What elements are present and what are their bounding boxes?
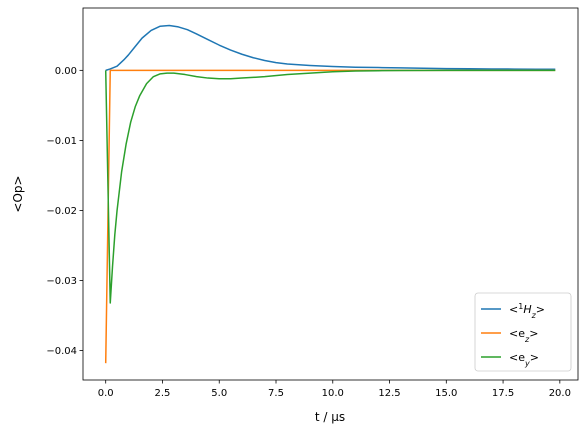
x-tick-label: 7.5	[268, 388, 284, 399]
legend-label-3: <ey>	[509, 351, 539, 368]
series-layer	[104, 24, 556, 364]
legend-label-1: <1Hz>	[509, 302, 545, 320]
x-ticks: 0.0 2.5 5.0 7.5 10.0 12.5 15.0 17.5 20.0	[98, 380, 571, 399]
axes-frame	[82, 7, 579, 381]
y-tick-label: −0.02	[46, 206, 77, 217]
x-axis-label: t / μs	[315, 410, 345, 424]
x-tick-label: 0.0	[98, 388, 114, 399]
x-tick-label: 5.0	[211, 388, 227, 399]
y-tick-label: −0.03	[46, 276, 77, 287]
y-tick-label: −0.04	[46, 346, 77, 357]
legend: <1Hz> <ez> <ey>	[474, 292, 572, 372]
x-tick-label: 20.0	[549, 388, 571, 399]
y-tick-label: −0.01	[46, 136, 77, 147]
legend-label-2: <ez>	[509, 327, 538, 344]
legend-items: <1Hz> <ez> <ey>	[481, 302, 545, 368]
x-tick-label: 12.5	[378, 388, 400, 399]
y-ticks: 0.00 −0.01 −0.02 −0.03 −0.04	[46, 66, 83, 357]
x-tick-label: 15.0	[435, 388, 457, 399]
x-tick-label: 10.0	[322, 388, 344, 399]
x-tick-label: 17.5	[492, 388, 514, 399]
legend-box	[474, 292, 572, 372]
y-tick-label: 0.00	[55, 66, 77, 77]
series-line-3	[104, 69, 556, 304]
y-axis-label: <Op>	[11, 175, 25, 212]
x-tick-label: 2.5	[155, 388, 171, 399]
series-line-1	[105, 24, 556, 72]
